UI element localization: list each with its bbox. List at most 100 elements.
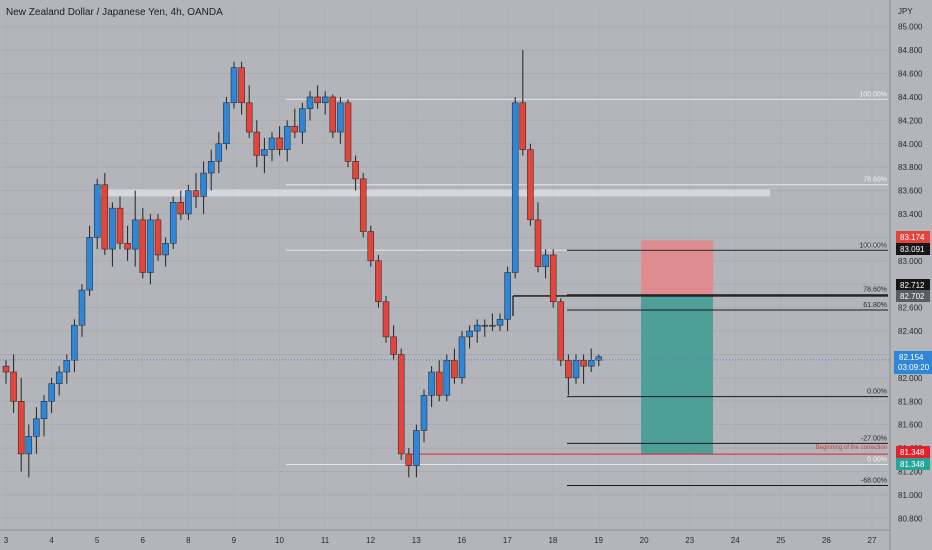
candle-body: [565, 360, 572, 379]
candle-body: [496, 319, 504, 326]
candle: [48, 377, 55, 413]
candle-body: [63, 360, 71, 373]
target-badge: 81.348: [896, 458, 930, 470]
price-tick-label: 83.000: [898, 257, 923, 266]
candle: [200, 161, 207, 214]
candle-body: [162, 243, 169, 256]
candle-body: [116, 207, 124, 244]
candle: [63, 354, 71, 384]
candle-body: [451, 360, 458, 379]
candle-body: [253, 131, 261, 156]
candle: [420, 389, 428, 443]
time-tick-label: 8: [186, 536, 191, 545]
svg-text:81.348: 81.348: [900, 448, 925, 457]
time-tick-label: 26: [822, 536, 831, 545]
candle: [557, 298, 565, 367]
fib-level-label: 61.80%: [863, 302, 887, 309]
fibonacci-layer: 100.00% 78.60% 61.80% 0.00% 100.00% 78.60% 61.…: [286, 91, 888, 487]
candle-body: [359, 178, 367, 232]
fib-level-label: 100.00%: [859, 91, 887, 98]
time-axis[interactable]: 3 4 5 6 8 9 10 11 12 13 16 17 18 19 20 23 24 25 26 27: [4, 536, 877, 545]
stop-badge: 83.174: [896, 231, 930, 243]
time-tick-label: 18: [548, 536, 557, 545]
take-profit-zone: [641, 295, 713, 455]
svg-text:81.348: 81.348: [900, 460, 925, 469]
candle-body: [283, 125, 291, 150]
candle: [207, 149, 215, 191]
candle-body: [192, 190, 200, 197]
svg-text:82.154: 82.154: [899, 353, 924, 362]
candle-body: [10, 371, 17, 402]
candle-body: [55, 371, 63, 384]
candle: [580, 354, 587, 384]
candle: [496, 313, 504, 332]
time-tick-label: 10: [275, 536, 284, 545]
time-tick-label: 23: [685, 536, 694, 545]
candle: [314, 85, 321, 109]
fib-level-label: 0.00%: [867, 456, 887, 463]
candle: [101, 173, 109, 255]
candle-body: [344, 102, 352, 162]
candle: [268, 132, 276, 162]
time-tick-label: 11: [321, 536, 330, 545]
candle-body: [557, 301, 565, 361]
price-tick-label: 83.400: [898, 210, 923, 219]
candle-body: [33, 418, 40, 437]
candle: [352, 155, 359, 191]
candle-body: [397, 354, 405, 455]
candle-body: [375, 260, 382, 303]
candle: [329, 94, 337, 138]
candle: [375, 254, 382, 308]
stop-loss-zone: [641, 240, 713, 296]
candle-body: [207, 161, 215, 174]
candle-body: [2, 365, 10, 373]
candle: [534, 202, 542, 273]
candle: [359, 173, 367, 238]
candles-layer: [2, 50, 603, 478]
candle: [185, 184, 192, 220]
time-tick-label: 25: [776, 536, 785, 545]
time-tick-label: 16: [457, 536, 466, 545]
candle-body: [504, 272, 511, 320]
svg-text:82.702: 82.702: [900, 292, 925, 301]
candle: [40, 395, 48, 437]
candle-body: [25, 436, 33, 455]
candle-body: [549, 254, 557, 303]
candle: [458, 331, 466, 384]
candle-body: [413, 430, 420, 466]
time-tick-label: 9: [232, 536, 237, 545]
candle: [572, 354, 580, 384]
candle: [428, 366, 435, 408]
candle: [215, 132, 223, 174]
time-tick-label: 17: [503, 536, 512, 545]
candle: [169, 196, 177, 250]
candle-body: [473, 324, 481, 332]
candle: [154, 213, 162, 261]
candle-body: [405, 453, 413, 466]
candle-body: [466, 330, 473, 338]
price-tick-label: 82.600: [898, 304, 923, 313]
candle: [25, 424, 33, 478]
price-tick-label: 84.600: [898, 70, 923, 79]
fib-level-label: -27.00%: [861, 435, 887, 442]
candle: [261, 137, 268, 174]
candle: [223, 96, 230, 150]
candle-body: [124, 243, 131, 250]
candle: [17, 377, 25, 472]
candle-body: [93, 184, 101, 238]
price-tick-label: 82.000: [898, 374, 923, 383]
candle: [344, 99, 352, 168]
support-badge: 81.348: [896, 446, 930, 458]
candle: [549, 249, 557, 308]
candle-body: [511, 102, 519, 273]
candle-body: [109, 207, 116, 250]
time-tick-label: 12: [366, 536, 375, 545]
time-tick-label: 13: [412, 536, 421, 545]
candle: [230, 61, 238, 109]
level-618-badge: 82.702: [896, 290, 930, 302]
currency-label: JPY: [898, 7, 913, 16]
price-tick-label: 84.200: [898, 116, 923, 125]
candle: [253, 120, 261, 168]
